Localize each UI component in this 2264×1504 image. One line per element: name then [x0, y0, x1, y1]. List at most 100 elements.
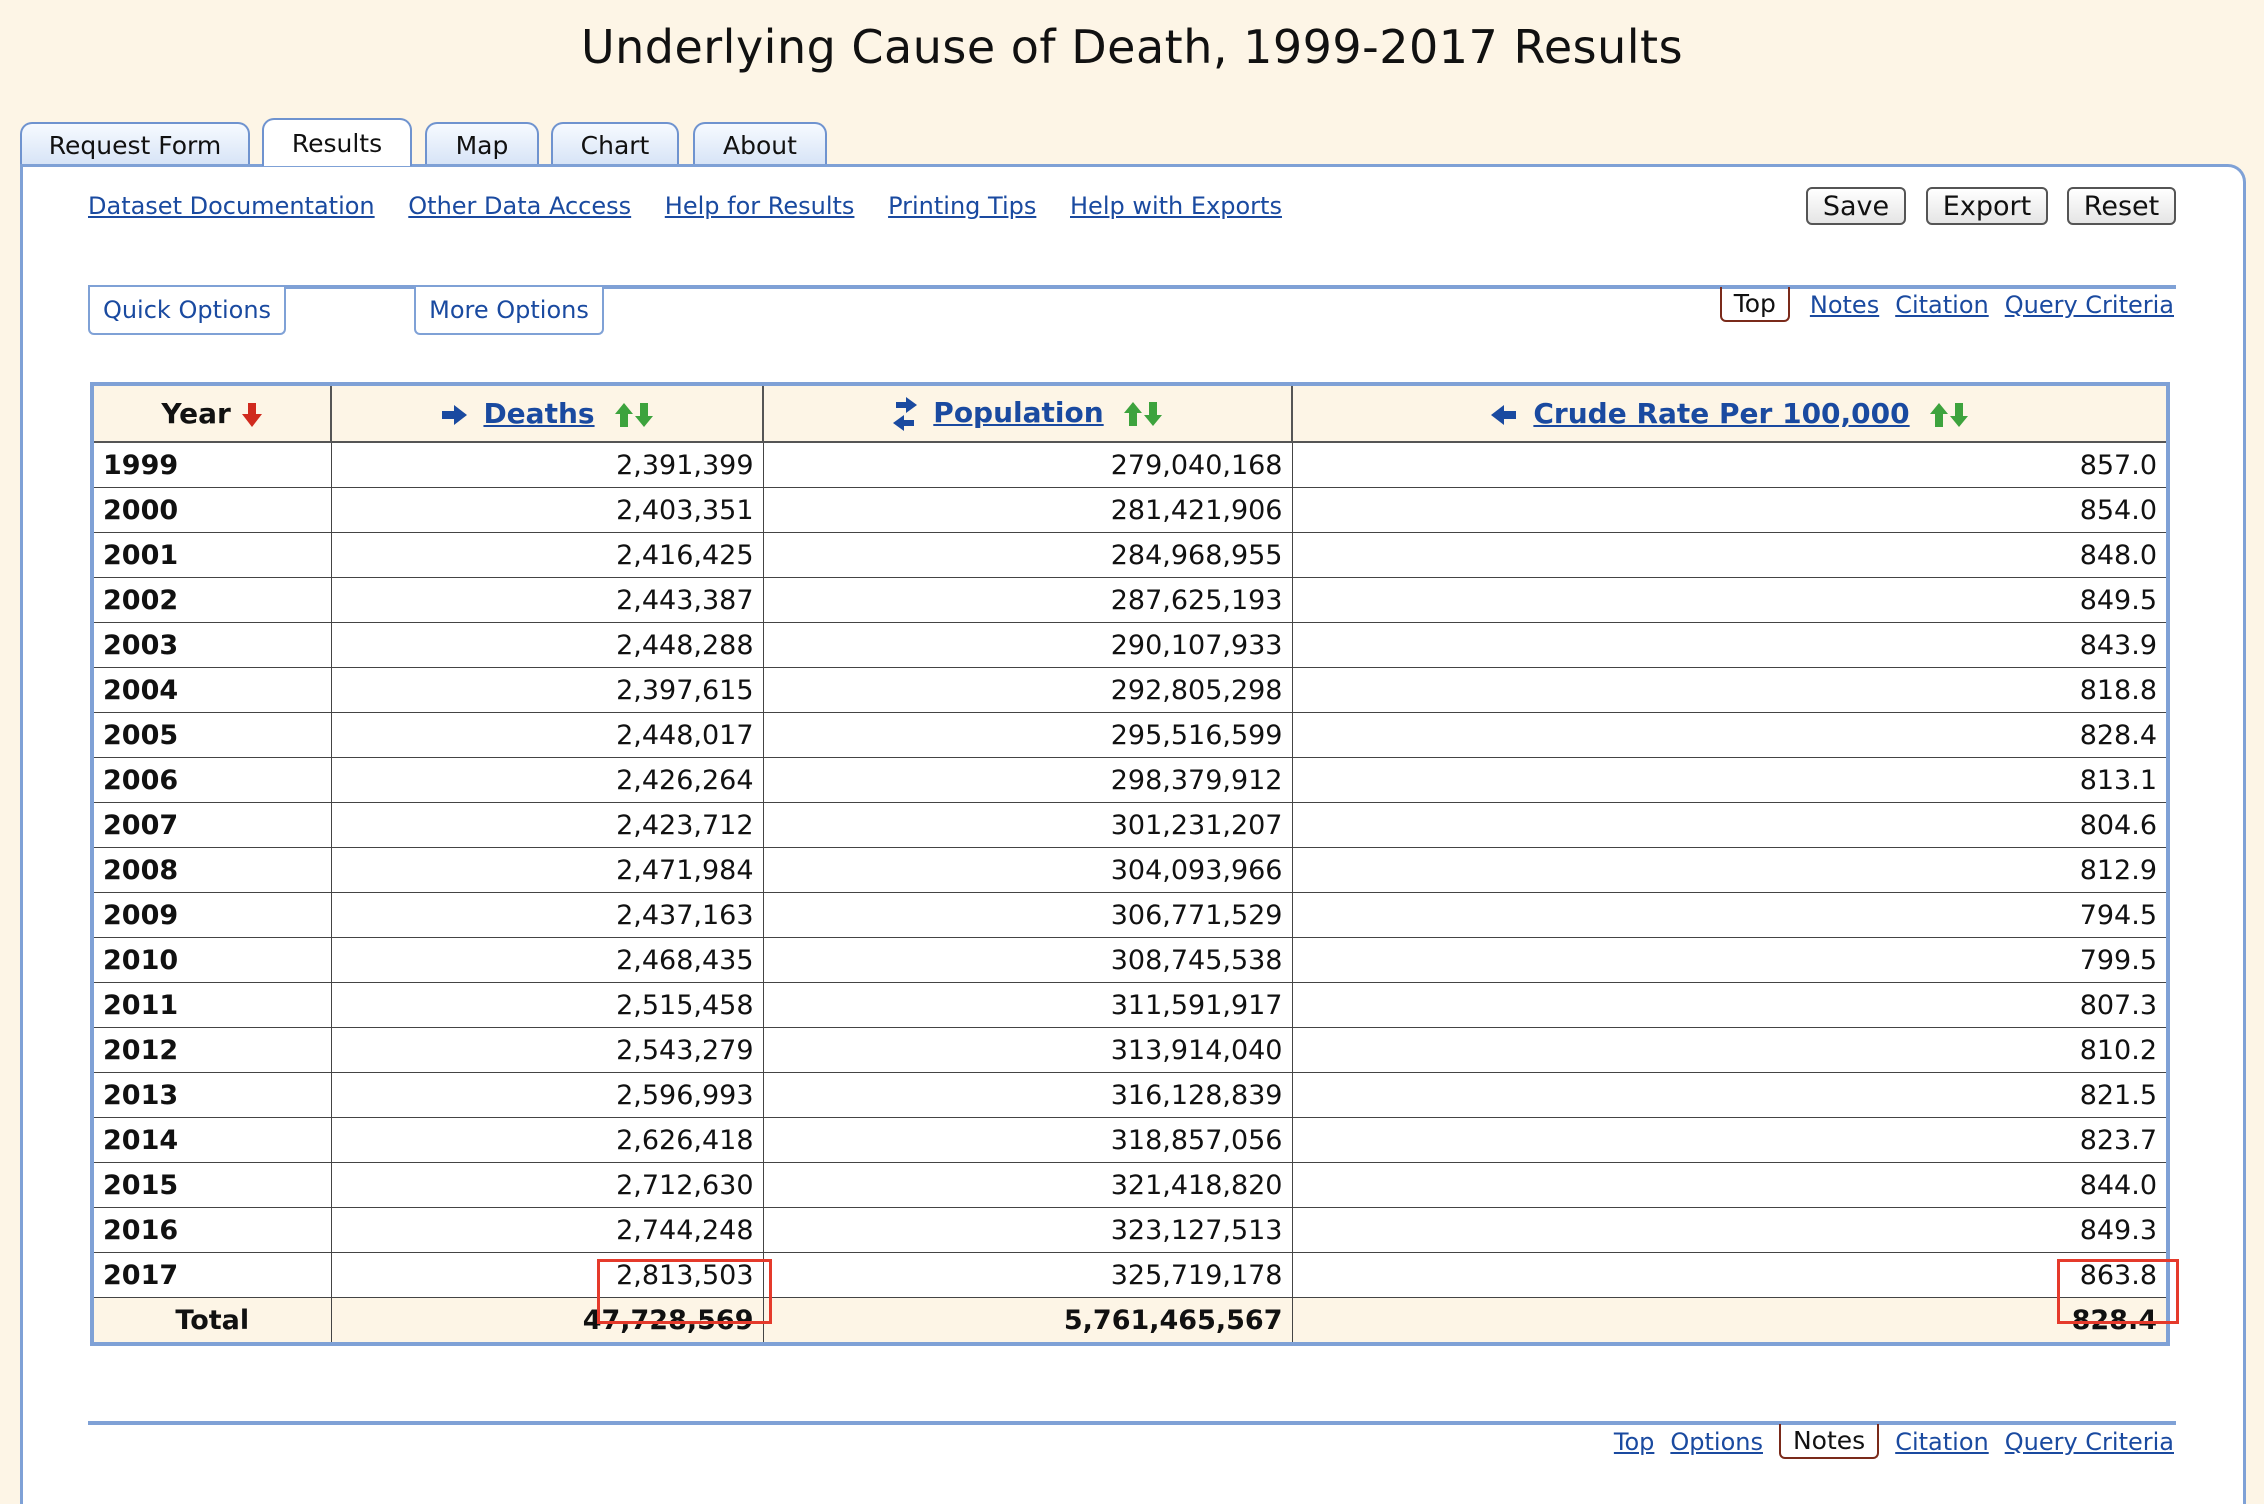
nav-top-link[interactable]: Top [1613, 1427, 1655, 1456]
cell-year: 2013 [91, 1072, 332, 1118]
sort-up-down-icon[interactable] [1123, 400, 1163, 428]
cell-year: 2014 [91, 1117, 332, 1163]
cell-year: 2001 [91, 532, 332, 578]
cell-crude-rate: 807.3 [1291, 982, 2169, 1028]
cell-population: 287,625,193 [762, 577, 1293, 623]
cell-year: 2007 [91, 802, 332, 848]
cell-population: 279,040,168 [762, 441, 1293, 488]
sort-up-down-icon[interactable] [614, 401, 654, 429]
cell-crude-rate: 812.9 [1291, 847, 2169, 893]
link-help-with-exports[interactable]: Help with Exports [1070, 192, 1282, 220]
cell-population: 323,127,513 [762, 1207, 1293, 1253]
table-row: 2016 2,744,248 323,127,513 849.3 [91, 1207, 2169, 1253]
table-row: 2006 2,426,264 298,379,912 813.1 [91, 757, 2169, 803]
quick-options-tab[interactable]: Quick Options [88, 287, 286, 335]
cell-crude-rate: 849.5 [1291, 577, 2169, 623]
export-button[interactable]: Export [1926, 187, 2048, 225]
results-table: Year Deaths [90, 382, 2170, 1346]
more-options-tab[interactable]: More Options [414, 287, 604, 335]
swap-arrows-icon [892, 396, 917, 431]
cell-deaths: 2,391,399 [330, 441, 764, 488]
highlight-box-deaths-2017 [597, 1259, 772, 1324]
cell-crude-rate: 828.4 [1291, 712, 2169, 758]
tab-chart[interactable]: Chart [551, 122, 679, 166]
save-button[interactable]: Save [1806, 187, 1906, 225]
cell-year: 2000 [91, 487, 332, 533]
cell-deaths: 2,403,351 [330, 487, 764, 533]
cell-crude-rate: 804.6 [1291, 802, 2169, 848]
nav-notes-link[interactable]: Notes [1809, 290, 1880, 319]
nav-options-link[interactable]: Options [1670, 1427, 1763, 1456]
table-body: 1999 2,391,399 279,040,168 857.0 2000 2,403,3… [91, 441, 2169, 1345]
table-header-row: Year Deaths [91, 383, 2169, 443]
table-row: 2017 2,813,503 325,719,178 863.8 [91, 1252, 2169, 1298]
cell-deaths: 2,712,630 [330, 1162, 764, 1208]
header-crude-rate-link[interactable]: Crude Rate Per 100,000 [1533, 397, 1910, 430]
cell-year: 2012 [91, 1027, 332, 1073]
table-row: 2015 2,712,630 321,418,820 844.0 [91, 1162, 2169, 1208]
header-year-label: Year [161, 397, 231, 430]
link-printing-tips[interactable]: Printing Tips [888, 192, 1037, 220]
nav-query-criteria-link-bottom[interactable]: Query Criteria [2004, 1427, 2174, 1456]
total-row: Total 47,728,569 5,761,465,567 828.4 [91, 1297, 2169, 1345]
table-row: 2007 2,423,712 301,231,207 804.6 [91, 802, 2169, 848]
cell-crude-rate: 848.0 [1291, 532, 2169, 578]
nav-citation-link-bottom[interactable]: Citation [1895, 1427, 1989, 1456]
highlight-box-rate-2017 [2057, 1259, 2179, 1324]
sort-up-down-icon[interactable] [1929, 401, 1969, 429]
table-row: 2012 2,543,279 313,914,040 810.2 [91, 1027, 2169, 1073]
section-nav-bottom: Top Options Notes Citation Query Criteri… [1598, 1424, 2174, 1459]
cell-year: 2006 [91, 757, 332, 803]
tab-map[interactable]: Map [425, 122, 539, 166]
table-row: 2011 2,515,458 311,591,917 807.3 [91, 982, 2169, 1028]
table-row: 2014 2,626,418 318,857,056 823.7 [91, 1117, 2169, 1163]
cell-crude-rate: 794.5 [1291, 892, 2169, 938]
cell-crude-rate: 810.2 [1291, 1027, 2169, 1073]
table-row: 2002 2,443,387 287,625,193 849.5 [91, 577, 2169, 623]
cell-deaths: 2,543,279 [330, 1027, 764, 1073]
sort-descending-icon[interactable] [241, 401, 263, 429]
cell-crude-rate: 863.8 [1291, 1252, 2169, 1298]
cell-population: 295,516,599 [762, 712, 1293, 758]
reset-button[interactable]: Reset [2067, 187, 2176, 225]
table-row: 2009 2,437,163 306,771,529 794.5 [91, 892, 2169, 938]
tab-about[interactable]: About [693, 122, 827, 166]
nav-top-current: Top [1719, 287, 1790, 322]
cell-year: 2005 [91, 712, 332, 758]
nav-citation-link[interactable]: Citation [1895, 290, 1989, 319]
header-crude-rate: Crude Rate Per 100,000 [1291, 383, 2169, 443]
options-divider [88, 285, 2176, 289]
table-row: 2013 2,596,993 316,128,839 821.5 [91, 1072, 2169, 1118]
total-population: 5,761,465,567 [762, 1297, 1293, 1345]
cell-year: 2010 [91, 937, 332, 983]
cell-crude-rate: 854.0 [1291, 487, 2169, 533]
header-deaths-link[interactable]: Deaths [483, 397, 595, 430]
link-other-data-access[interactable]: Other Data Access [408, 192, 632, 220]
help-links: Dataset Documentation Other Data Access … [88, 192, 1308, 220]
cell-crude-rate: 821.5 [1291, 1072, 2169, 1118]
cell-population: 304,093,966 [762, 847, 1293, 893]
cell-deaths: 2,596,993 [330, 1072, 764, 1118]
link-dataset-documentation[interactable]: Dataset Documentation [88, 192, 375, 220]
tab-results[interactable]: Results [262, 118, 412, 166]
cell-year: 1999 [91, 441, 332, 488]
page-title: Underlying Cause of Death, 1999-2017 Res… [580, 20, 1684, 74]
cell-year: 2009 [91, 892, 332, 938]
link-help-for-results[interactable]: Help for Results [664, 192, 855, 220]
cell-crude-rate: 813.1 [1291, 757, 2169, 803]
cell-deaths: 2,416,425 [330, 532, 764, 578]
bottom-divider [88, 1421, 2176, 1425]
cell-year: 2016 [91, 1207, 332, 1253]
cell-population: 313,914,040 [762, 1027, 1293, 1073]
nav-query-criteria-link[interactable]: Query Criteria [2004, 290, 2174, 319]
cell-crude-rate: 799.5 [1291, 937, 2169, 983]
cell-crude-rate: 849.3 [1291, 1207, 2169, 1253]
section-nav-top: Top Notes Citation Query Criteria [1704, 287, 2174, 322]
header-population-link[interactable]: Population [933, 395, 1104, 429]
cell-deaths: 2,744,248 [330, 1207, 764, 1253]
cell-crude-rate: 843.9 [1291, 622, 2169, 668]
cell-year: 2002 [91, 577, 332, 623]
cell-deaths: 2,448,017 [330, 712, 764, 758]
table-row: 2004 2,397,615 292,805,298 818.8 [91, 667, 2169, 713]
tab-request-form[interactable]: Request Form [20, 122, 250, 166]
